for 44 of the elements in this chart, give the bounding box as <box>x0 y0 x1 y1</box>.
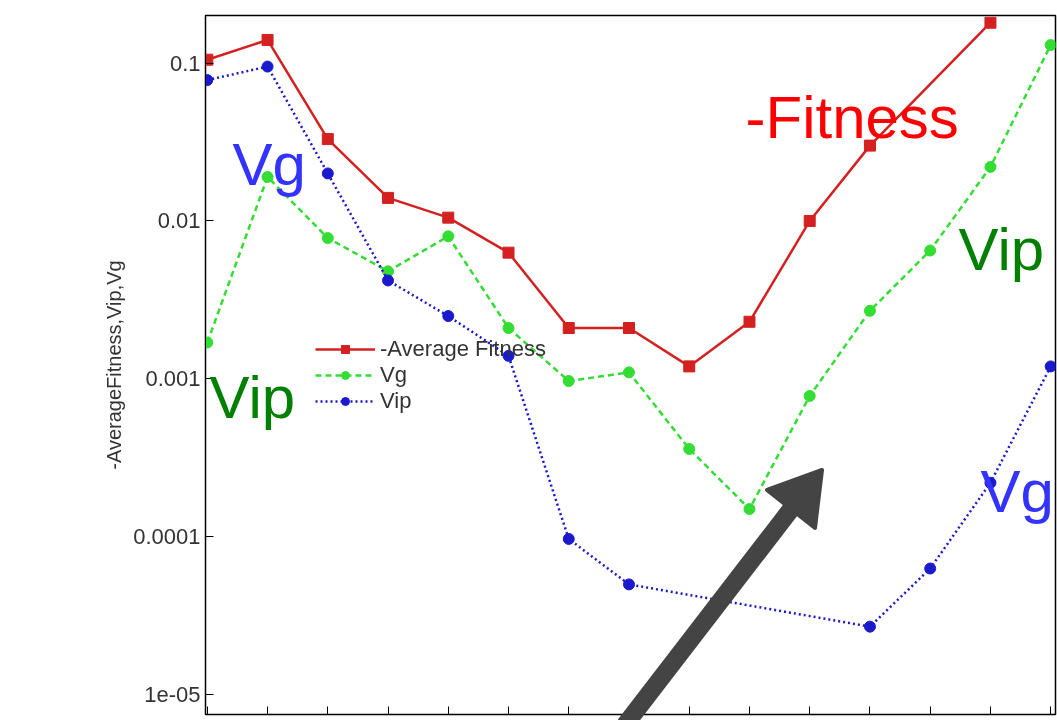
point <box>442 211 455 224</box>
point <box>442 230 455 243</box>
point <box>622 366 635 379</box>
point <box>924 244 937 257</box>
point <box>622 322 635 335</box>
point <box>562 375 575 387</box>
annotation: Vg <box>232 131 306 198</box>
y-tick-label: 1e-05 <box>144 682 201 708</box>
y-tick-label: 0.01 <box>157 208 201 234</box>
y-tick-label: 0.0001 <box>133 524 201 550</box>
point <box>743 503 756 516</box>
point <box>803 214 816 227</box>
point <box>622 578 635 591</box>
point <box>683 360 696 373</box>
legend-label: Vip <box>380 388 412 414</box>
y-tick-label: 0.1 <box>169 50 201 76</box>
point <box>803 389 816 402</box>
point <box>261 33 274 46</box>
point <box>863 304 876 317</box>
point <box>321 133 334 146</box>
annotation: Vip <box>209 364 296 431</box>
point <box>261 60 274 73</box>
point <box>863 620 876 633</box>
point <box>321 232 334 244</box>
point <box>502 322 515 335</box>
point <box>984 16 997 29</box>
point <box>382 191 395 204</box>
point <box>382 274 395 287</box>
point <box>683 442 696 455</box>
point <box>1044 39 1056 52</box>
annotation: Vg <box>980 458 1054 525</box>
point <box>1044 360 1056 373</box>
point <box>562 532 575 545</box>
point <box>321 167 334 180</box>
legend-label: Vg <box>380 362 407 388</box>
point <box>924 562 937 575</box>
point <box>743 315 756 328</box>
annotation: Vip <box>958 216 1045 283</box>
point <box>442 310 455 323</box>
y-axis-title: -AverageFitness,Vip,Vg <box>103 260 126 470</box>
point <box>562 322 575 335</box>
y-tick-label: 0.001 <box>145 366 201 392</box>
point <box>984 160 997 173</box>
point <box>502 246 515 259</box>
